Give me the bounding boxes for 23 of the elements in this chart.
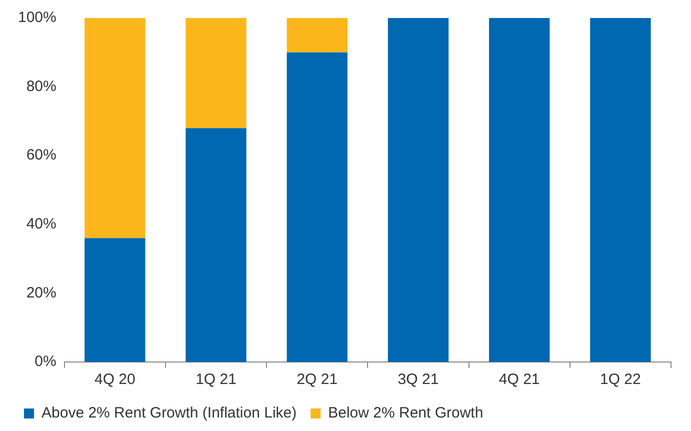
bar [489, 18, 550, 362]
legend-label: Below 2% Rent Growth [328, 404, 484, 422]
y-tick-label: 0% [34, 353, 56, 370]
legend-label: Above 2% Rent Growth (Inflation Like) [42, 404, 297, 422]
x-tick-label: 4Q 21 [498, 371, 540, 388]
y-tick-label: 20% [26, 284, 56, 302]
x-tick-label: 1Q 21 [196, 371, 236, 388]
bar [186, 18, 246, 128]
y-tick-label: 60% [26, 146, 56, 164]
y-tick-label: 80% [26, 78, 56, 95]
bar [84, 18, 146, 238]
y-tick-label: 40% [26, 216, 56, 233]
x-tick-label: 1Q 22 [600, 371, 641, 388]
bar [590, 18, 651, 362]
bar [84, 238, 146, 362]
x-tick-label: 2Q 21 [296, 371, 338, 388]
bar [286, 18, 348, 52]
bar [186, 128, 246, 362]
x-tick-label: 3Q 21 [398, 371, 439, 388]
y-tick-label: 100% [18, 9, 56, 26]
bar [388, 18, 449, 362]
bar [286, 52, 348, 362]
x-tick-label: 4Q 20 [94, 371, 136, 388]
